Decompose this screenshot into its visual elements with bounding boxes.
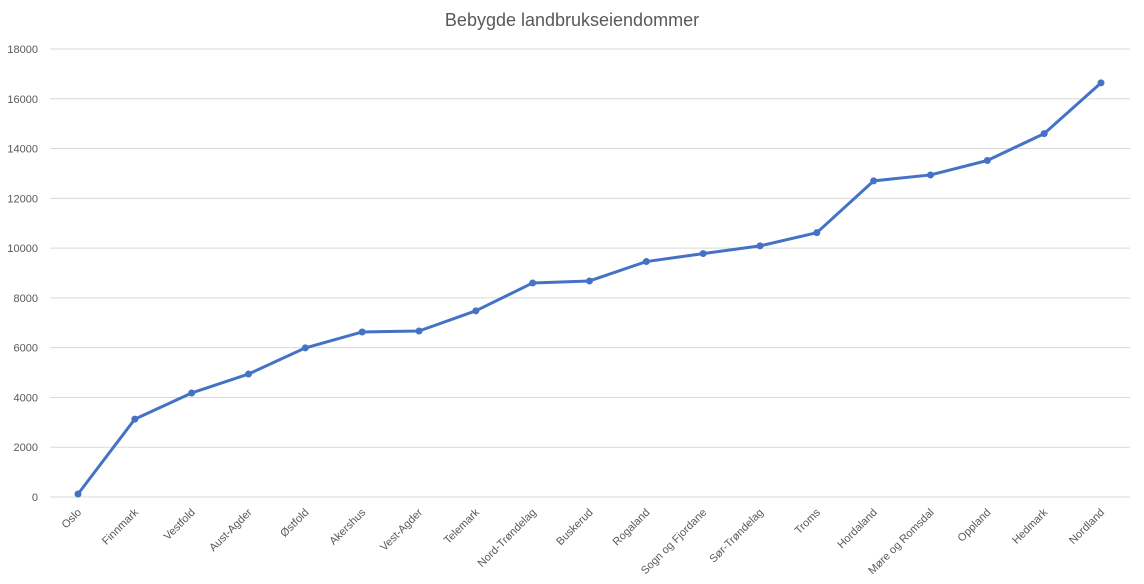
- data-point[interactable]: [529, 279, 537, 287]
- y-tick-label: 16000: [7, 94, 38, 106]
- x-tick-label: Oslo: [60, 507, 84, 531]
- data-point[interactable]: [642, 258, 650, 266]
- data-point[interactable]: [983, 157, 991, 165]
- data-point[interactable]: [415, 327, 423, 335]
- y-tick-label: 14000: [7, 144, 38, 156]
- y-tick-label: 4000: [14, 392, 38, 404]
- y-tick-label: 12000: [7, 193, 38, 205]
- data-point[interactable]: [301, 344, 309, 352]
- x-tick-label: Telemark: [442, 506, 482, 546]
- series-line: [76, 81, 1103, 496]
- data-point[interactable]: [245, 370, 252, 378]
- x-tick-label: Sør-Trøndelag: [707, 507, 766, 566]
- y-tick-label: 2000: [14, 442, 38, 454]
- x-tick-label: Vestfold: [162, 507, 198, 543]
- data-point[interactable]: [131, 415, 139, 423]
- data-point[interactable]: [586, 277, 593, 285]
- x-tick-label: Østfold: [278, 507, 311, 540]
- x-tick-label: Vest-Agder: [378, 506, 425, 553]
- data-point[interactable]: [813, 229, 821, 237]
- chart-title: Bebygde landbrukseiendommer: [444, 10, 700, 30]
- x-tick-label: Finnmark: [100, 506, 141, 547]
- y-tick-label: 6000: [14, 343, 38, 355]
- x-tick-label: Hedmark: [1010, 506, 1050, 546]
- x-tick-label: Hordaland: [835, 507, 879, 551]
- x-tick-label: Akershus: [327, 506, 368, 547]
- y-tick-label: 0: [32, 492, 38, 504]
- x-tick-label: Nord-Trøndelag: [476, 507, 539, 570]
- data-point[interactable]: [870, 177, 878, 185]
- y-tick-label: 8000: [14, 293, 38, 305]
- data-point[interactable]: [927, 171, 934, 179]
- data-point[interactable]: [74, 490, 82, 498]
- x-tick-label: Buskerud: [554, 507, 595, 548]
- data-point[interactable]: [188, 389, 196, 397]
- data-point[interactable]: [699, 250, 707, 258]
- data-point[interactable]: [472, 307, 480, 315]
- y-tick-label: 10000: [7, 243, 38, 255]
- y-tick-label: 18000: [7, 44, 38, 56]
- x-tick-label: Aust-Agder: [207, 506, 255, 554]
- data-point[interactable]: [358, 328, 366, 336]
- x-tick-label: Nordland: [1067, 507, 1107, 547]
- data-point[interactable]: [1097, 79, 1105, 87]
- data-point[interactable]: [756, 242, 764, 250]
- x-tick-label: Rogaland: [611, 507, 653, 549]
- data-point[interactable]: [1040, 130, 1048, 138]
- x-tick-label: Oppland: [956, 507, 994, 545]
- x-tick-label: Troms: [793, 506, 824, 537]
